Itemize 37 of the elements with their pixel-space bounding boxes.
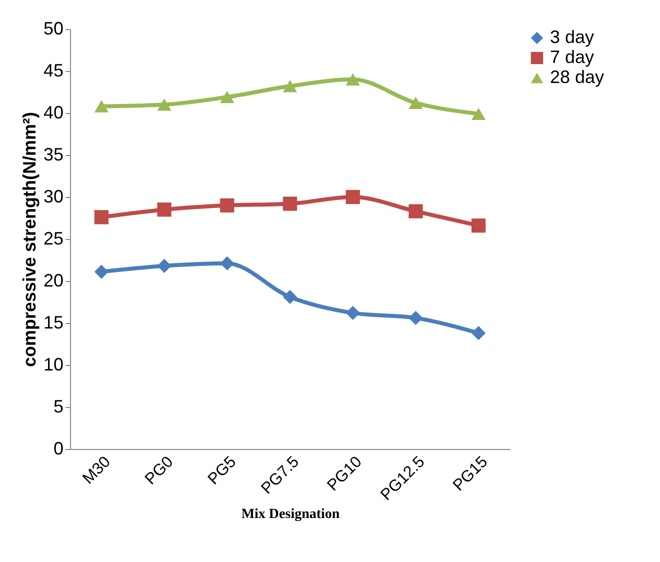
point bbox=[94, 210, 108, 224]
y-tick-label: 20 bbox=[43, 270, 64, 290]
y-tick-label: 45 bbox=[43, 60, 64, 80]
point bbox=[346, 306, 360, 320]
legend-label: 28 day bbox=[550, 67, 604, 87]
point bbox=[408, 204, 423, 218]
point bbox=[408, 310, 423, 326]
point bbox=[157, 258, 172, 273]
y-tick-label: 30 bbox=[43, 186, 64, 206]
point bbox=[346, 190, 360, 204]
y-tick-label: 5 bbox=[53, 396, 64, 416]
y-axis-title: compressive strength(N/mm²) bbox=[19, 112, 40, 368]
x-axis-title: Mix Designation bbox=[241, 507, 340, 522]
point bbox=[157, 98, 172, 111]
point bbox=[282, 196, 298, 211]
point bbox=[220, 198, 234, 212]
y-tick-label: 15 bbox=[43, 312, 64, 332]
y-tick-label: 0 bbox=[53, 438, 64, 458]
point bbox=[282, 80, 298, 92]
point bbox=[346, 73, 360, 86]
legend-label: 7 day bbox=[550, 47, 594, 67]
y-tick-label: 10 bbox=[43, 354, 64, 374]
point bbox=[220, 90, 234, 104]
point bbox=[472, 326, 486, 340]
point bbox=[408, 96, 423, 110]
point bbox=[94, 264, 108, 279]
y-tick-label: 25 bbox=[43, 228, 64, 248]
point bbox=[220, 256, 234, 270]
point bbox=[472, 218, 486, 233]
legend-label: 3 day bbox=[550, 27, 594, 47]
y-tick-label: 50 bbox=[43, 18, 64, 38]
point bbox=[472, 108, 486, 120]
point bbox=[157, 202, 172, 217]
y-tick-label: 35 bbox=[43, 144, 64, 164]
y-tick-label: 40 bbox=[43, 102, 64, 122]
point bbox=[282, 290, 298, 304]
point bbox=[94, 100, 108, 112]
